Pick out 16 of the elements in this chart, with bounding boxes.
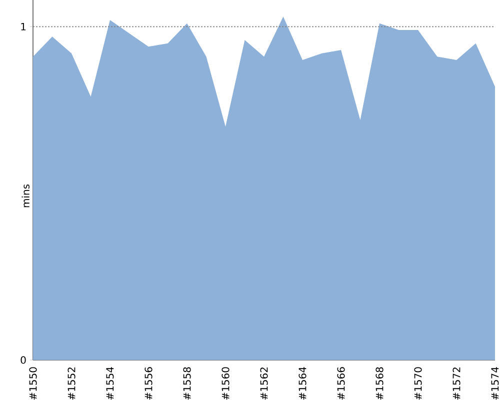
- y-tick-label: 1: [21, 23, 26, 30]
- x-tick-label: #1566: [337, 367, 345, 400]
- y-tick-label: 0: [20, 356, 26, 364]
- x-tick-label: #1562: [260, 368, 268, 400]
- x-tick-label: #1558: [183, 367, 191, 400]
- x-tick-label: #1554: [106, 367, 114, 400]
- x-tick-label: #1564: [298, 367, 306, 400]
- x-tick-label: #1550: [29, 367, 37, 400]
- x-tick-label: #1568: [376, 367, 384, 400]
- x-tick-label: #1570: [414, 367, 422, 400]
- x-tick-label: #1560: [222, 367, 230, 400]
- y-axis-title: mins: [22, 184, 30, 208]
- x-tick-label: #1572: [452, 368, 460, 400]
- x-tick-label: #1574: [491, 367, 499, 400]
- x-tick-label: #1552: [68, 368, 76, 400]
- x-tick-label: #1556: [144, 367, 152, 400]
